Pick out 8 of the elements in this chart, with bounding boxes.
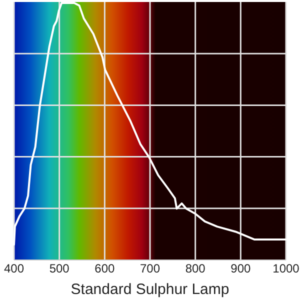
x-tick-label: 400 [4,262,24,276]
x-tick-label: 900 [230,262,251,276]
x-tick-label: 700 [140,262,160,276]
x-axis-title: Standard Sulphur Lamp [70,281,230,298]
x-tick-label: 600 [94,262,115,276]
x-tick-label: 1000 [272,262,300,276]
x-tick-label: 500 [49,262,70,276]
x-tick-label: 800 [185,262,206,276]
